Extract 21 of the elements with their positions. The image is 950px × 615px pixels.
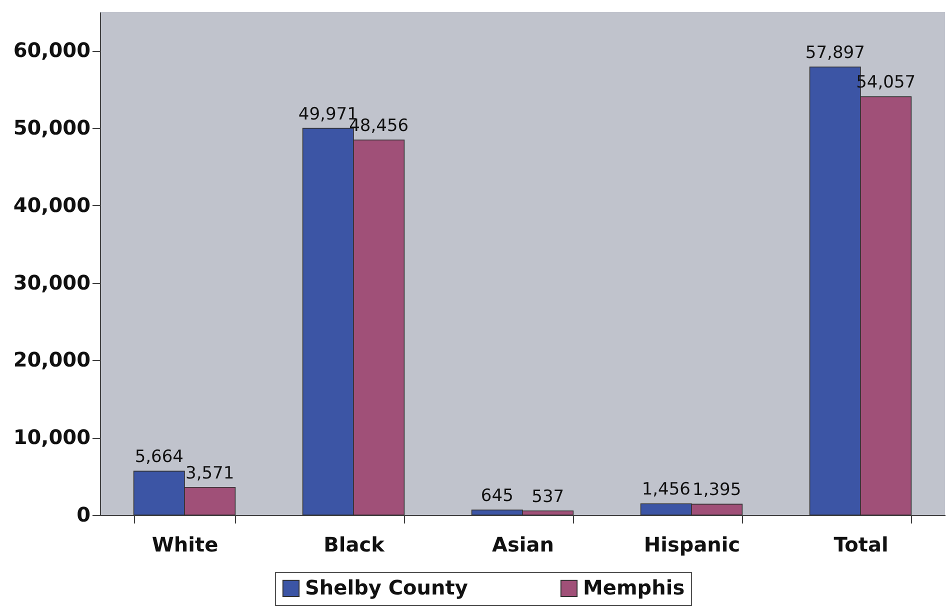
legend-label: Shelby County xyxy=(305,575,468,600)
x-tick-label: White xyxy=(152,532,218,556)
legend-label: Memphis xyxy=(583,575,685,600)
data-label: 537 xyxy=(532,486,564,507)
data-label: 645 xyxy=(480,486,514,506)
x-tick-label: Total xyxy=(834,532,888,556)
x-tick-label: Asian xyxy=(492,532,554,556)
y-tick-label: 10,000 xyxy=(13,425,90,450)
y-tick-label: 40,000 xyxy=(13,192,90,217)
data-label: 1,395 xyxy=(692,480,742,500)
y-tick-label: 0 xyxy=(76,502,90,526)
data-label: 57,897 xyxy=(805,42,865,63)
x-tick-label: Black xyxy=(324,532,386,556)
x-tick-label: Hispanic xyxy=(644,532,740,556)
y-tick-label: 30,000 xyxy=(13,270,90,294)
data-label: 3,571 xyxy=(186,463,234,484)
y-tick-label: 20,000 xyxy=(13,348,90,372)
data-label: 5,664 xyxy=(134,447,184,468)
data-label: 1,456 xyxy=(642,480,690,500)
y-tick-label: 60,000 xyxy=(13,38,90,62)
y-tick-label: 50,000 xyxy=(13,116,90,140)
